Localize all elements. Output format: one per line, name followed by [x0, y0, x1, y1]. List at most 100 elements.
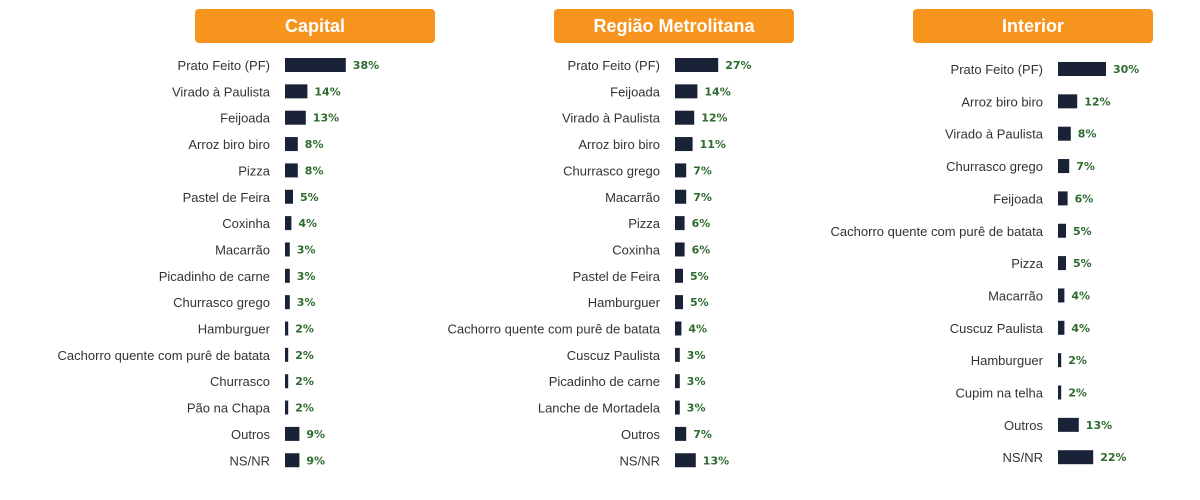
category-label-macarrao: Macarrão: [605, 190, 660, 205]
category-label-outros: Outros: [621, 427, 661, 442]
category-label-churrasco-grego: Churrasco grego: [946, 159, 1043, 174]
bar-coxinha: [285, 216, 292, 231]
value-label-churrasco-grego: 3%: [297, 296, 316, 309]
bar-chart-regiao-metropolitana: Prato Feito (PF) 27% Feijoada 14% Virado à P…: [448, 58, 752, 468]
value-label-ns-nr: 22%: [1100, 451, 1126, 464]
bar-churrasco-grego: [1058, 159, 1070, 174]
value-label-outros: 7%: [693, 428, 712, 441]
value-label-hamburguer: 5%: [690, 296, 709, 309]
category-label-pizza: Pizza: [238, 163, 271, 178]
category-label-feijoada: Feijoada: [993, 191, 1044, 206]
bar-virado-a-paulista: [285, 84, 308, 99]
value-label-virado-a-paulista: 14%: [314, 85, 340, 98]
bar-pastel-de-feira: [675, 268, 683, 283]
value-label-lanche-de-mortadela: 3%: [687, 402, 706, 415]
bar-prato-feito-pf: [285, 58, 346, 72]
bar-pizza: [675, 216, 685, 231]
value-label-churrasco-grego: 7%: [693, 164, 712, 177]
bar-hamburguer: [1058, 353, 1062, 368]
category-label-picadinho-de-carne: Picadinho de carne: [549, 374, 660, 389]
bar-churrasco-grego: [675, 163, 687, 178]
category-label-cachorro-quente-com-pure-de-batata: Cachorro quente com purê de batata: [448, 322, 661, 337]
bar-macarrao: [675, 189, 687, 204]
category-label-ns-nr: NS/NR: [1003, 450, 1043, 465]
value-label-ns-nr: 13%: [703, 454, 729, 467]
category-label-pastel-de-feira: Pastel de Feira: [183, 190, 271, 205]
value-label-feijoada: 14%: [704, 85, 730, 98]
value-label-prato-feito-pf: 38%: [353, 59, 379, 72]
bar-pizza: [1058, 256, 1066, 271]
bar-chart-capital: Prato Feito (PF) 38% Virado à Paulista 14% F…: [58, 58, 379, 468]
value-label-arroz-biro-biro: 8%: [305, 138, 324, 151]
bar-picadinho-de-carne: [675, 374, 680, 389]
value-label-cachorro-quente-com-pure-de-batata: 5%: [1073, 225, 1092, 238]
bar-cuscuz-paulista: [675, 347, 680, 362]
category-label-cupim-na-telha: Cupim na telha: [956, 386, 1044, 401]
panel-title-regiao-metropolitana: Região Metrolitana: [554, 9, 794, 43]
category-label-coxinha: Coxinha: [612, 242, 660, 257]
bar-hamburguer: [675, 295, 683, 310]
value-label-feijoada: 6%: [1075, 192, 1094, 205]
bar-ns-nr: [285, 453, 300, 468]
value-label-outros: 9%: [306, 428, 325, 441]
bar-feijoada: [1058, 191, 1068, 206]
value-label-pastel-de-feira: 5%: [690, 270, 709, 283]
value-label-prato-feito-pf: 27%: [725, 59, 751, 72]
value-label-pizza: 6%: [692, 217, 711, 230]
value-label-pao-na-chapa: 2%: [295, 402, 314, 415]
panel-capital: Capital Prato Feito (PF) 38% Virado à Paul…: [0, 0, 435, 500]
category-label-churrasco: Churrasco: [210, 374, 270, 389]
value-label-feijoada: 13%: [313, 112, 339, 125]
value-label-ns-nr: 9%: [306, 454, 325, 467]
category-label-virado-a-paulista: Virado à Paulista: [945, 127, 1044, 142]
bar-pao-na-chapa: [285, 400, 289, 415]
value-label-churrasco-grego: 7%: [1076, 160, 1095, 173]
category-label-cachorro-quente-com-pure-de-batata: Cachorro quente com purê de batata: [831, 224, 1044, 239]
value-label-virado-a-paulista: 12%: [701, 112, 727, 125]
value-label-hamburguer: 2%: [295, 323, 314, 336]
bar-prato-feito-pf: [675, 58, 719, 72]
category-label-lanche-de-mortadela: Lanche de Mortadela: [538, 401, 661, 416]
category-label-coxinha: Coxinha: [222, 216, 270, 231]
bar-feijoada: [675, 84, 698, 99]
category-label-ns-nr: NS/NR: [230, 453, 270, 468]
bar-prato-feito-pf: [1058, 62, 1106, 76]
category-label-arroz-biro-biro: Arroz biro biro: [188, 137, 270, 152]
category-label-ns-nr: NS/NR: [620, 453, 660, 468]
value-label-cachorro-quente-com-pure-de-batata: 2%: [295, 349, 314, 362]
bar-lanche-de-mortadela: [675, 400, 680, 415]
value-label-cuscuz-paulista: 4%: [1071, 322, 1090, 335]
panel-title-interior: Interior: [913, 9, 1153, 43]
bar-arroz-biro-biro: [285, 137, 298, 152]
value-label-macarrao: 3%: [297, 243, 316, 256]
category-label-pastel-de-feira: Pastel de Feira: [573, 269, 661, 284]
value-label-coxinha: 6%: [692, 243, 711, 256]
value-label-coxinha: 4%: [298, 217, 317, 230]
bar-cachorro-quente-com-pure-de-batata: [1058, 223, 1066, 238]
category-label-hamburguer: Hamburguer: [971, 353, 1044, 368]
value-label-picadinho-de-carne: 3%: [297, 270, 316, 283]
bar-hamburguer: [285, 321, 289, 336]
category-label-prato-feito-pf: Prato Feito (PF): [178, 58, 270, 73]
value-label-pizza: 8%: [305, 164, 324, 177]
value-label-cupim-na-telha: 2%: [1068, 387, 1087, 400]
bar-outros: [1058, 417, 1079, 432]
panel-regiao-metropolitana: Região Metrolitana Prato Feito (PF) 27% Fe…: [448, 9, 794, 468]
value-label-cuscuz-paulista: 3%: [687, 349, 706, 362]
category-label-macarrao: Macarrão: [215, 242, 270, 257]
bar-arroz-biro-biro: [675, 137, 693, 152]
bar-picadinho-de-carne: [285, 268, 290, 283]
category-label-pizza: Pizza: [1011, 256, 1044, 271]
category-label-hamburguer: Hamburguer: [198, 322, 271, 337]
category-label-arroz-biro-biro: Arroz biro biro: [578, 137, 660, 152]
category-label-virado-a-paulista: Virado à Paulista: [562, 111, 661, 126]
value-label-virado-a-paulista: 8%: [1078, 128, 1097, 141]
category-label-hamburguer: Hamburguer: [588, 295, 661, 310]
category-label-cuscuz-paulista: Cuscuz Paulista: [567, 348, 661, 363]
category-label-outros: Outros: [1004, 418, 1044, 433]
bar-virado-a-paulista: [675, 110, 695, 125]
value-label-hamburguer: 2%: [1068, 354, 1087, 367]
value-label-pizza: 5%: [1073, 257, 1092, 270]
